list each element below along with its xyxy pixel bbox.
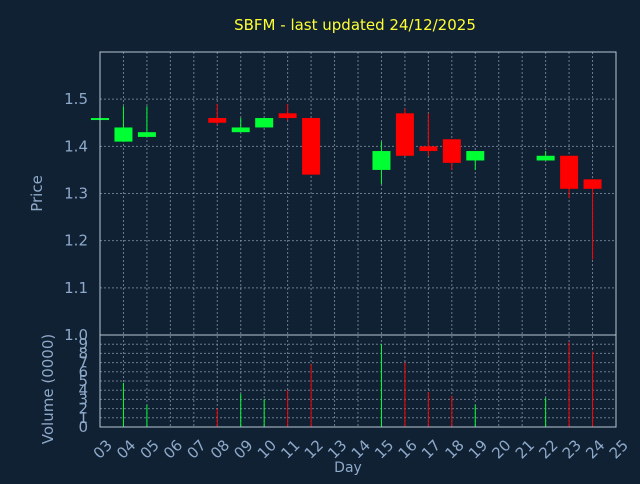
- x-tick-label: 21: [512, 436, 538, 462]
- candle-body-10: [255, 118, 274, 128]
- x-tick-label: 07: [183, 436, 209, 462]
- volume-tick-label: 9: [78, 335, 88, 353]
- x-tick-label: 16: [395, 436, 421, 462]
- mark-layer: [91, 103, 602, 427]
- volume-tick-label: 7: [78, 354, 88, 372]
- volume-tick-label: 0: [78, 418, 88, 436]
- volume-axis-label: Volume (0000): [39, 334, 57, 444]
- x-axis-label: Day: [334, 460, 362, 476]
- candle-body-04: [114, 127, 133, 142]
- candle-body-09: [231, 127, 250, 133]
- volume-panel-frame: [99, 334, 617, 428]
- x-tick-label: 19: [465, 436, 491, 462]
- x-tick-label: 15: [371, 436, 397, 462]
- x-tick-label: 23: [559, 436, 585, 462]
- candle-body-18: [442, 139, 461, 163]
- x-tick-label: 25: [606, 436, 632, 462]
- price-tick-label: 1.3: [64, 185, 88, 203]
- x-tick-label: 11: [277, 436, 303, 462]
- candle-body-11: [278, 113, 297, 119]
- x-tick-label: 04: [113, 436, 139, 462]
- x-tick-label: 14: [348, 436, 374, 462]
- price-tick-label: 1.5: [64, 90, 88, 108]
- volume-tick-label: 5: [78, 372, 88, 390]
- x-tick-label: 22: [535, 436, 561, 462]
- volume-tick-label: 4: [78, 381, 88, 399]
- candle-body-17: [419, 146, 438, 152]
- x-tick-label: 12: [301, 436, 327, 462]
- volume-tick-label: 1: [78, 409, 88, 427]
- x-tick-label: 03: [90, 436, 116, 462]
- candle-body-24: [583, 179, 602, 189]
- candle-body-19: [466, 151, 485, 161]
- price-axis-label: Price: [28, 175, 46, 212]
- chart-title: SBFM - last updated 24/12/2025: [234, 16, 476, 34]
- candle-body-23: [560, 155, 579, 189]
- volume-tick-label: 6: [78, 363, 88, 381]
- candle-body-12: [302, 118, 321, 175]
- x-tick-label: 05: [137, 436, 163, 462]
- price-tick-label: 1.2: [64, 232, 88, 250]
- x-tick-label: 10: [254, 436, 280, 462]
- volume-tick-label: 2: [78, 400, 88, 418]
- volume-tick-label: 8: [78, 344, 88, 362]
- candle-body-15: [372, 151, 391, 170]
- grid-layer: [100, 52, 616, 427]
- x-tick-label: 08: [207, 436, 233, 462]
- candle-body-16: [395, 113, 414, 156]
- x-tick-label: 20: [488, 436, 514, 462]
- candle-body-05: [137, 132, 156, 137]
- candle-body-08: [208, 118, 227, 123]
- x-tick-label: 13: [324, 436, 350, 462]
- x-tick-label: 17: [418, 436, 444, 462]
- volume-tick-label: 3: [78, 390, 88, 408]
- x-tick-label: 09: [230, 436, 256, 462]
- x-tick-label: 24: [582, 436, 608, 462]
- price-tick-label: 1.4: [64, 137, 88, 155]
- x-tick-label: 18: [441, 436, 467, 462]
- price-tick-label: 1.1: [64, 279, 88, 297]
- price-tick-label: 1.0: [64, 326, 88, 344]
- x-tick-label: 06: [160, 436, 186, 462]
- frame-layer: [99, 51, 617, 428]
- candle-body-22: [536, 155, 555, 161]
